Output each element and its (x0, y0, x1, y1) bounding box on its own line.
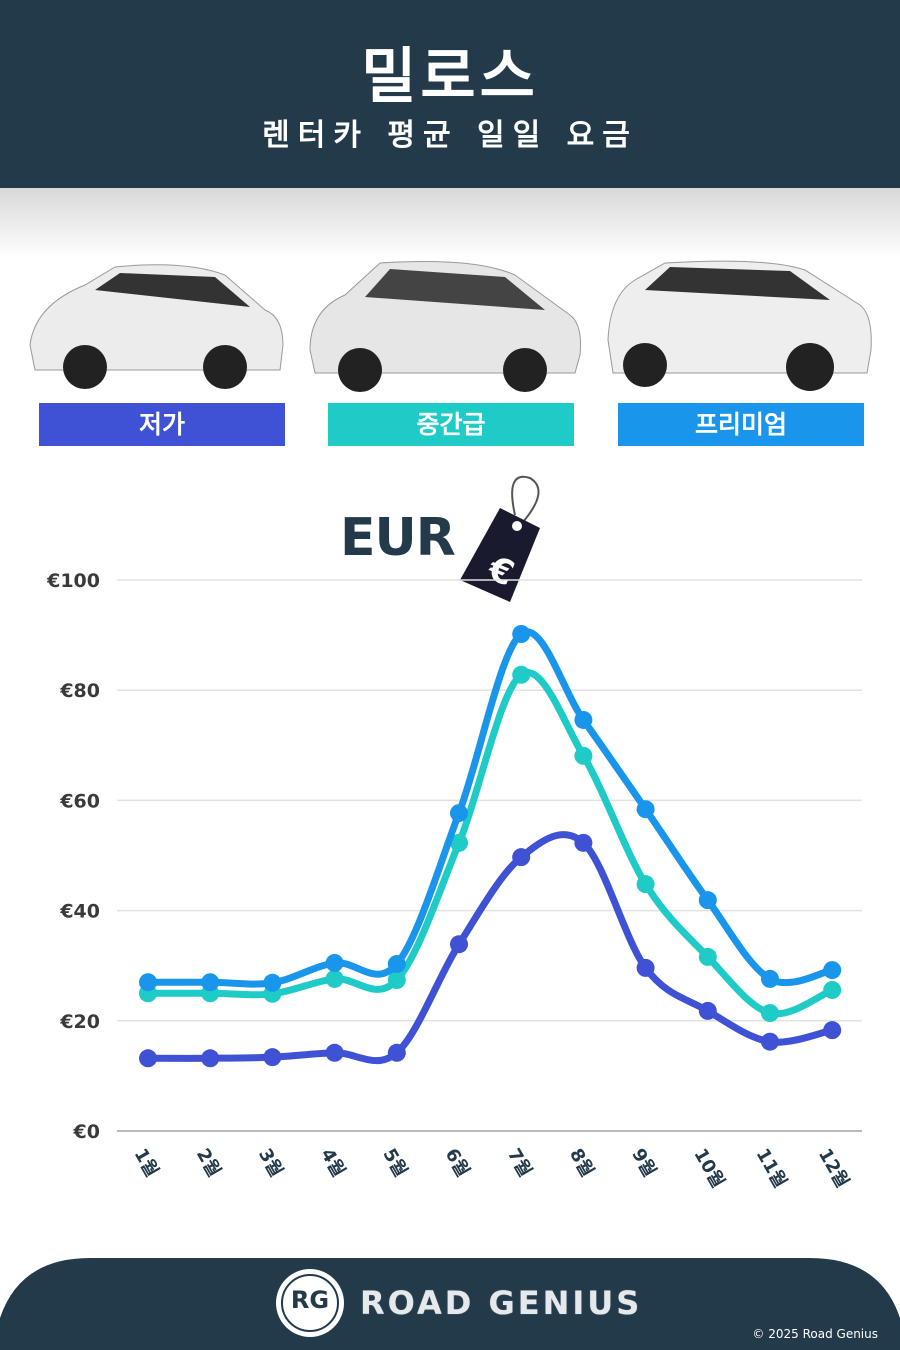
brand-name: ROAD GENIUS (360, 1284, 643, 1322)
data-point (201, 1049, 220, 1068)
y-tick-label: €20 (59, 1011, 100, 1033)
data-point (387, 1043, 406, 1062)
data-point (823, 1021, 842, 1040)
data-point (636, 958, 655, 977)
data-point (761, 969, 779, 988)
midsize-suv-image (309, 261, 581, 392)
x-tick-label: 11월 (752, 1145, 791, 1192)
data-point (574, 833, 593, 852)
x-tick-label: 12월 (814, 1145, 853, 1192)
data-point (574, 746, 593, 765)
data-point (823, 961, 842, 980)
data-point (450, 935, 468, 954)
page-subtitle: 렌터카 평균 일일 요금 (262, 118, 638, 153)
data-point (263, 973, 282, 992)
category-premium: 프리미엄 (618, 403, 864, 446)
data-point (574, 710, 593, 729)
y-tick-label: €60 (59, 790, 100, 812)
category-economy: 저가 (39, 403, 285, 446)
header-shadow (0, 188, 900, 258)
footer-band (0, 1258, 900, 1350)
data-point (698, 891, 717, 910)
data-point (450, 804, 468, 823)
data-point (387, 971, 406, 990)
y-tick-label: €0 (73, 1121, 100, 1143)
x-tick-label: 3월 (254, 1145, 287, 1181)
data-point (636, 875, 655, 894)
x-tick-label: 4월 (316, 1145, 349, 1181)
x-tick-label: 1월 (130, 1145, 163, 1181)
x-tick-label: 9월 (627, 1145, 660, 1181)
currency-label: EUR (340, 508, 456, 568)
page-title: 밀로스 (361, 42, 539, 112)
data-point (823, 980, 842, 999)
data-point (263, 1048, 282, 1067)
data-point (325, 969, 344, 988)
data-point (201, 973, 220, 992)
data-point (325, 1043, 344, 1062)
x-tick-label: 2월 (192, 1145, 225, 1181)
y-tick-label: €80 (59, 680, 100, 702)
x-tick-label: 6월 (441, 1145, 474, 1181)
data-point (325, 953, 344, 972)
x-tick-label: 10월 (689, 1145, 728, 1192)
line-chart: €0 €20 €40 €60 €80 €100 1월 2월 3월 4월 5월 6월 7월 8월 9월 10월 1… (46, 570, 862, 1192)
data-point (761, 1032, 779, 1051)
data-point (636, 800, 655, 819)
category-midsize: 중간급 (328, 403, 574, 446)
premium-suv-image (607, 260, 872, 391)
series-line-2 (144, 628, 836, 988)
header: 밀로스 렌터카 평균 일일 요금 (0, 0, 900, 188)
data-point (512, 665, 531, 684)
data-point (512, 848, 531, 867)
x-tick-label: 5월 (378, 1145, 411, 1181)
data-point (512, 624, 531, 643)
y-tick-label: €100 (46, 570, 100, 592)
x-tick-label: 8월 (565, 1145, 598, 1181)
x-tick-label: 7월 (503, 1145, 536, 1181)
series-line-1 (144, 669, 836, 1018)
data-point (139, 973, 157, 992)
y-tick-label: €40 (59, 901, 100, 923)
copyright: © 2025 Road Genius (752, 1327, 878, 1341)
data-point (698, 947, 717, 966)
data-point (450, 833, 468, 852)
data-point (761, 1004, 779, 1023)
data-point (139, 1049, 157, 1068)
data-point (387, 955, 406, 974)
euro-price-tag-icon: € (460, 475, 540, 602)
series-line-0 (144, 831, 836, 1065)
logo: RG (290, 1286, 330, 1314)
economy-car-image (29, 264, 284, 389)
data-point (698, 1001, 717, 1020)
